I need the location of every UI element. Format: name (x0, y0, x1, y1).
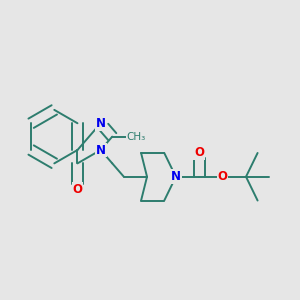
Text: O: O (194, 146, 204, 160)
Text: CH₃: CH₃ (126, 132, 146, 142)
Text: N: N (96, 143, 106, 157)
Text: N: N (96, 117, 106, 130)
Text: O: O (218, 170, 227, 183)
Text: N: N (171, 170, 181, 183)
Text: O: O (73, 183, 82, 196)
